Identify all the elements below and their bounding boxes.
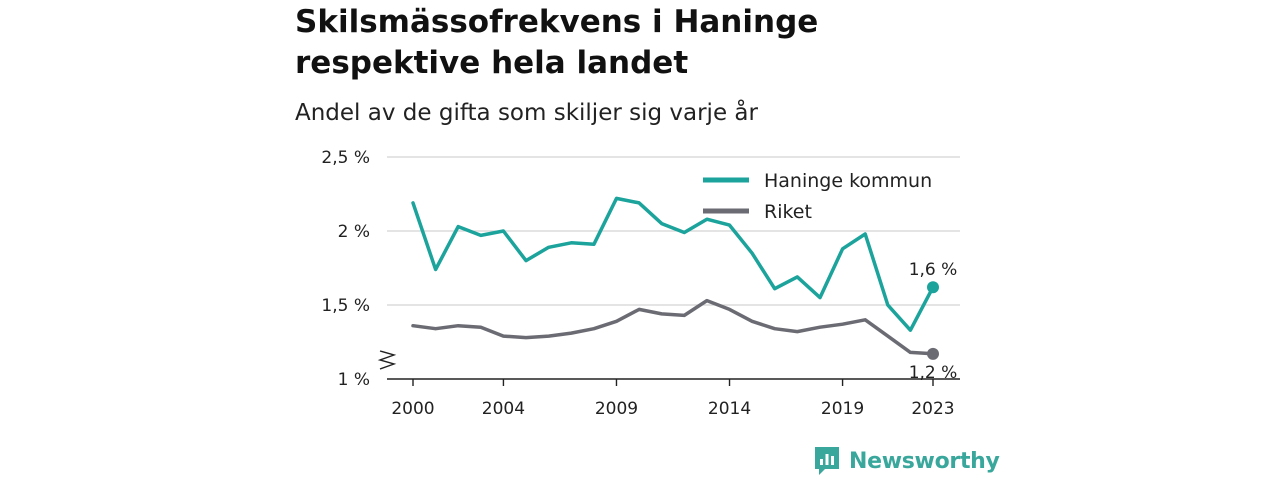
chart-title-line-1: Skilsmässofrekvens i Haninge	[295, 4, 819, 40]
series-lines	[411, 196, 939, 360]
chart-title: Skilsmässofrekvens i Haninge respektive …	[295, 2, 995, 84]
legend-swatch-1	[703, 208, 749, 214]
x-tick-label-4: 2019	[821, 399, 864, 419]
chart-title-line-2: respektive hela landet	[295, 45, 689, 81]
y-tick-label-3: 2,5 %	[321, 148, 370, 168]
y-axis-ticks: 1 % 1,5 % 2 % 2,5 %	[321, 148, 370, 390]
legend-swatch-0	[703, 177, 749, 183]
series-line-0	[411, 196, 935, 332]
x-tick-label-2: 2009	[595, 399, 638, 419]
x-tick-label-0: 2000	[391, 399, 434, 419]
end-label-1: 1,2 %	[909, 363, 958, 383]
x-tick-label-3: 2014	[708, 399, 751, 419]
x-axis: 2000 2004 2009 2014 2019 2023	[387, 378, 960, 419]
series-end-marker-1	[927, 347, 939, 360]
legend-label-1: Riket	[764, 201, 812, 223]
grid-lines	[387, 156, 960, 306]
y-axis-break-zigzag	[377, 350, 397, 370]
end-label-0: 1,6 %	[909, 260, 958, 280]
newsworthy-logo-icon	[815, 447, 839, 475]
series-line-1	[411, 298, 935, 356]
newsworthy-logo: Newsworthy	[813, 445, 1000, 477]
y-tick-label-2: 2 %	[338, 222, 370, 242]
series-end-marker-0	[927, 281, 939, 294]
y-tick-label-0: 1 %	[338, 370, 370, 390]
y-tick-label-1: 1,5 %	[321, 296, 370, 316]
newsworthy-logo-text: Newsworthy	[849, 448, 1000, 474]
x-tick-label-1: 2004	[482, 399, 525, 419]
x-tick-label-5: 2023	[911, 399, 954, 419]
y-axis-break-icon	[377, 350, 397, 370]
end-labels: 1,6 % 1,2 %	[909, 260, 958, 383]
legend-label-0: Haninge kommun	[764, 170, 932, 192]
legend: Haninge kommun Riket	[703, 170, 932, 223]
chart-subtitle: Andel av de gifta som skiljer sig varje …	[295, 100, 758, 126]
